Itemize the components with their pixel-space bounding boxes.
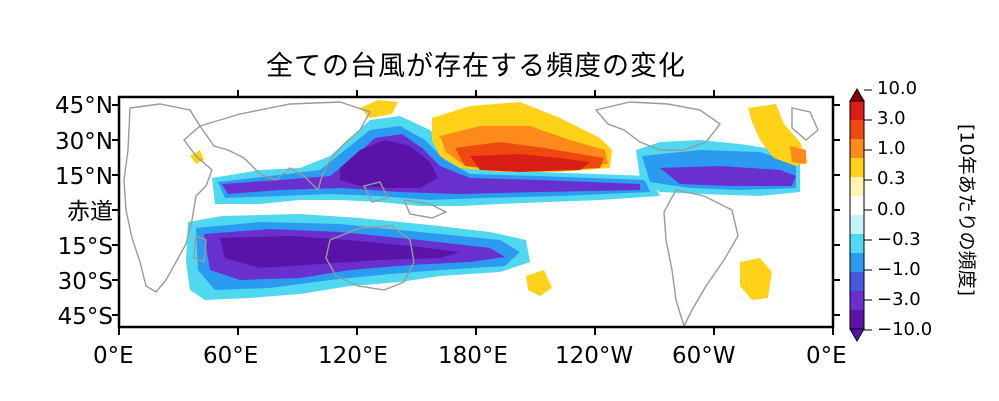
western-pacific-decrease bbox=[212, 116, 660, 206]
colorbar-tick-0-3: 0.3 bbox=[877, 168, 906, 189]
north-pacific-increase bbox=[360, 100, 612, 172]
lon-label-0e: 0°E bbox=[93, 343, 134, 369]
lat-label-30s: 30°S bbox=[57, 269, 113, 295]
southern-hemisphere-decrease bbox=[186, 214, 530, 300]
colorbar-tick-3: 3.0 bbox=[877, 108, 906, 129]
lon-label-60e: 60°E bbox=[203, 343, 259, 369]
atlantic-increase bbox=[190, 104, 808, 300]
colorbar-tick-neg-0-3: −0.3 bbox=[877, 229, 921, 250]
coastlines bbox=[123, 101, 819, 326]
colorbar-tick-1: 1.0 bbox=[877, 138, 906, 159]
lat-label-45s: 45°S bbox=[57, 304, 113, 330]
map-title: 全ての台風が存在する頻度の変化 bbox=[266, 51, 686, 82]
colorbar-tick-neg-10: −10.0 bbox=[877, 319, 933, 340]
axis-ticks bbox=[112, 90, 840, 335]
colorbar-tick-0: 0.0 bbox=[877, 199, 906, 220]
north-atlantic-decrease bbox=[636, 140, 800, 196]
frequency-field bbox=[123, 100, 819, 326]
lon-label-0e-right: 0°E bbox=[806, 343, 847, 369]
lon-label-120w: 120°W bbox=[555, 343, 634, 369]
lon-label-180e: 180°E bbox=[438, 343, 508, 369]
lon-label-60w: 60°W bbox=[672, 343, 736, 369]
lat-label-45n: 45°N bbox=[55, 93, 113, 119]
colorbar-tick-neg-3: −3.0 bbox=[877, 289, 921, 310]
lat-label-equator: 赤道 bbox=[67, 199, 113, 225]
lat-label-15s: 15°S bbox=[57, 234, 113, 260]
lat-label-15n: 15°N bbox=[55, 164, 113, 190]
lon-label-120e: 120°E bbox=[318, 343, 388, 369]
lat-label-30n: 30°N bbox=[55, 129, 113, 155]
colorbar bbox=[849, 88, 872, 342]
colorbar-tick-10: 10.0 bbox=[877, 78, 918, 99]
colorbar-tick-neg-1: −1.0 bbox=[877, 259, 921, 280]
